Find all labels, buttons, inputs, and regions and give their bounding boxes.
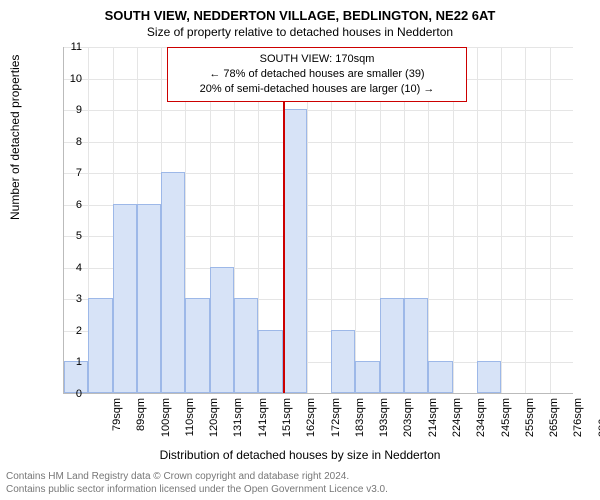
gridline-v bbox=[525, 47, 526, 393]
y-tick-label: 7 bbox=[64, 167, 82, 179]
x-tick-label: 224sqm bbox=[451, 398, 463, 448]
x-tick-label: 110sqm bbox=[184, 398, 196, 448]
x-tick-label: 172sqm bbox=[330, 398, 342, 448]
x-tick-label: 203sqm bbox=[402, 398, 414, 448]
histogram-bar bbox=[355, 361, 379, 393]
histogram-bar bbox=[380, 298, 404, 393]
y-tick-label: 2 bbox=[64, 325, 82, 337]
y-tick-label: 3 bbox=[64, 293, 82, 305]
y-tick-label: 8 bbox=[64, 136, 82, 148]
y-tick-label: 9 bbox=[64, 104, 82, 116]
histogram-bar bbox=[210, 267, 234, 393]
x-tick-label: 100sqm bbox=[160, 398, 172, 448]
gridline-h bbox=[64, 142, 573, 143]
histogram-bar bbox=[283, 109, 307, 393]
x-tick-label: 151sqm bbox=[281, 398, 293, 448]
y-tick-label: 5 bbox=[64, 230, 82, 242]
info-box: SOUTH VIEW: 170sqm ← 78% of detached hou… bbox=[167, 47, 467, 102]
x-tick-label: 276sqm bbox=[572, 398, 584, 448]
y-tick-label: 10 bbox=[64, 73, 82, 85]
histogram-bar bbox=[477, 361, 501, 393]
x-tick-label: 131sqm bbox=[232, 398, 244, 448]
x-tick-label: 193sqm bbox=[378, 398, 390, 448]
x-tick-label: 120sqm bbox=[208, 398, 220, 448]
x-tick-label: 265sqm bbox=[548, 398, 560, 448]
x-tick-label: 162sqm bbox=[305, 398, 317, 448]
page-subtitle: Size of property relative to detached ho… bbox=[0, 25, 600, 39]
histogram-bar bbox=[88, 298, 112, 393]
footer-attribution: Contains HM Land Registry data © Crown c… bbox=[6, 471, 388, 496]
x-tick-label: 183sqm bbox=[354, 398, 366, 448]
histogram-bar bbox=[234, 298, 258, 393]
histogram-bar bbox=[258, 330, 282, 393]
footer-line-1: Contains HM Land Registry data © Crown c… bbox=[6, 471, 388, 484]
page-title: SOUTH VIEW, NEDDERTON VILLAGE, BEDLINGTO… bbox=[0, 8, 600, 23]
gridline-v bbox=[477, 47, 478, 393]
x-tick-label: 255sqm bbox=[524, 398, 536, 448]
histogram-bar bbox=[404, 298, 428, 393]
y-tick-label: 4 bbox=[64, 262, 82, 274]
histogram-bar bbox=[331, 330, 355, 393]
gridline-h bbox=[64, 173, 573, 174]
y-tick-label: 0 bbox=[64, 388, 82, 400]
y-axis-label: Number of detached properties bbox=[8, 55, 22, 220]
gridline-v bbox=[550, 47, 551, 393]
x-tick-label: 141sqm bbox=[257, 398, 269, 448]
gridline-h bbox=[64, 110, 573, 111]
x-tick-label: 79sqm bbox=[111, 398, 123, 448]
histogram-bar bbox=[161, 172, 185, 393]
x-tick-label: 89sqm bbox=[135, 398, 147, 448]
y-tick-label: 1 bbox=[64, 356, 82, 368]
info-line-2: ← 78% of detached houses are smaller (39… bbox=[174, 67, 460, 82]
x-tick-label: 214sqm bbox=[427, 398, 439, 448]
x-tick-label: 245sqm bbox=[500, 398, 512, 448]
histogram-bar bbox=[185, 298, 209, 393]
x-tick-label: 234sqm bbox=[475, 398, 487, 448]
footer-line-2: Contains public sector information licen… bbox=[6, 484, 388, 497]
histogram-bar bbox=[113, 204, 137, 393]
y-tick-label: 6 bbox=[64, 199, 82, 211]
y-tick-label: 11 bbox=[64, 41, 82, 53]
histogram-bar bbox=[428, 361, 452, 393]
histogram-bar bbox=[137, 204, 161, 393]
info-line-1: SOUTH VIEW: 170sqm bbox=[174, 52, 460, 67]
gridline-v bbox=[501, 47, 502, 393]
x-axis-label: Distribution of detached houses by size … bbox=[0, 448, 600, 462]
info-line-3: 20% of semi-detached houses are larger (… bbox=[174, 82, 460, 97]
